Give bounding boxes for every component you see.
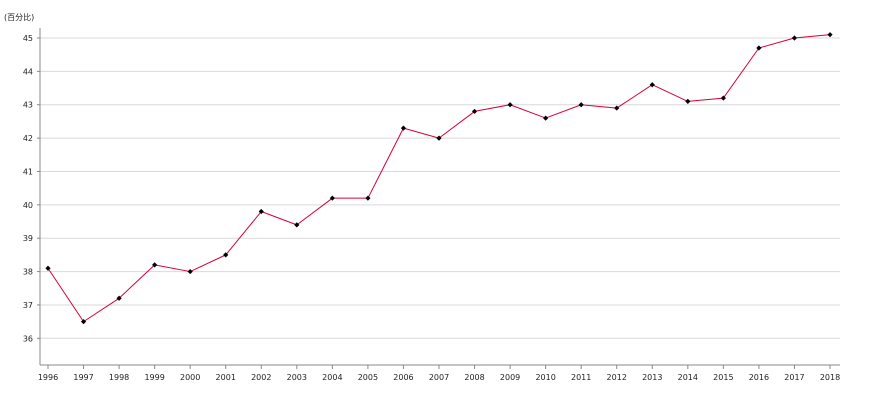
y-tick-label: 40 — [23, 201, 33, 210]
x-tick-label: 1997 — [73, 373, 93, 382]
data-points — [45, 32, 833, 325]
y-tick-label: 43 — [23, 101, 33, 110]
series-line — [47, 34, 831, 323]
data-point — [294, 222, 300, 228]
y-tick-label: 45 — [23, 34, 33, 43]
y-tick-labels: 36 37 38 39 40 41 42 43 44 45 — [23, 34, 33, 343]
x-tick-label: 2011 — [571, 373, 591, 382]
x-tick-label: 1999 — [144, 373, 164, 382]
y-tick-label: 37 — [23, 301, 33, 310]
x-tick-label: 2012 — [607, 373, 627, 382]
data-point — [543, 115, 549, 121]
y-tick-label: 39 — [23, 234, 33, 243]
x-tick-label: 2007 — [429, 373, 449, 382]
data-point — [720, 95, 726, 101]
data-point — [471, 108, 478, 115]
x-tick-label: 1996 — [38, 373, 58, 382]
data-point — [223, 252, 229, 258]
data-point — [507, 102, 513, 108]
data-point — [116, 295, 122, 301]
x-tick-label: 2018 — [820, 373, 840, 382]
y-axis-unit-label: (百分比) — [4, 12, 34, 22]
x-tick-label: 2006 — [393, 373, 413, 382]
y-tick-label: 44 — [23, 67, 33, 76]
x-tick-labels: 1996 1997 1998 1999 2000 2001 2002 2003 2004 2005… — [38, 373, 840, 382]
axes — [37, 28, 840, 369]
data-point — [365, 195, 371, 201]
x-tick-label: 2003 — [287, 373, 307, 382]
data-point — [45, 265, 51, 271]
data-point — [436, 135, 442, 141]
y-tick-label: 36 — [23, 334, 33, 343]
data-point — [578, 102, 584, 108]
x-tick-label: 2010 — [535, 373, 555, 382]
x-tick-label: 2014 — [678, 373, 698, 382]
x-tick-label: 2015 — [713, 373, 733, 382]
data-point — [827, 32, 833, 38]
gridlines — [40, 37, 840, 339]
series-line-0 — [47, 34, 831, 323]
x-tick-label: 2008 — [464, 373, 484, 382]
data-point — [152, 262, 158, 268]
y-tick-label: 42 — [23, 134, 33, 143]
data-point — [80, 319, 87, 325]
data-point — [329, 195, 335, 201]
data-point — [685, 98, 691, 105]
x-tick-label: 2009 — [500, 373, 520, 382]
x-tick-label: 1998 — [109, 373, 129, 382]
x-tick-label: 2017 — [784, 373, 804, 382]
data-point — [400, 125, 407, 131]
x-tick-label: 2013 — [642, 373, 662, 382]
data-point — [187, 268, 193, 275]
data-point — [649, 82, 655, 88]
y-tick-label: 38 — [23, 268, 33, 277]
x-tick-label: 2005 — [358, 373, 378, 382]
data-point — [791, 35, 798, 41]
x-tick-label: 2001 — [216, 373, 236, 382]
x-tick-label: 2016 — [749, 373, 769, 382]
x-tick-label: 2002 — [251, 373, 271, 382]
data-point — [756, 45, 762, 51]
data-point — [614, 105, 620, 111]
y-tick-label: 41 — [23, 167, 33, 176]
data-point — [258, 208, 264, 215]
x-tick-label: 2004 — [322, 373, 342, 382]
x-tick-label: 2000 — [180, 373, 200, 382]
